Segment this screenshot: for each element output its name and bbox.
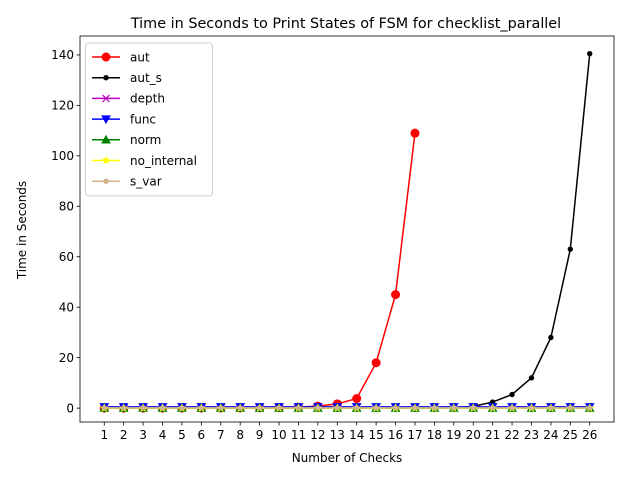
legend-marker [101,155,111,165]
data-point-aut_s-24 [548,334,554,341]
y-tick-label: 80 [59,200,74,214]
data-point-s_var-13 [334,405,340,411]
legend-marker [101,115,111,125]
data-point-s_var-12 [315,405,321,411]
y-axis-title: Time in Seconds [15,181,29,280]
x-tick-label: 21 [485,428,500,442]
x-tick-label: 26 [582,428,597,442]
x-tick-label: 5 [178,428,186,442]
x-tick-label: 8 [236,428,244,442]
data-point-s_var-21 [489,405,496,411]
x-tick-label: 24 [543,428,558,442]
x-axis-title: Number of Checks [292,451,403,465]
legend-entry-no_internal: no_internal [92,154,197,168]
x-tick-label: 4 [159,428,167,442]
data-point-aut_s-26 [587,50,593,57]
data-point-s_var-3 [140,405,146,411]
data-point-s_var-10 [276,405,282,411]
x-tick-label: 6 [198,428,206,442]
legend-marker [101,134,111,144]
x-tick-label: 17 [407,428,422,442]
plot-frame [79,35,615,423]
data-point-aut-16 [391,290,401,300]
x-tick-label: 22 [504,428,519,442]
data-point-s_var-5 [179,405,185,411]
x-tick-label: 7 [217,428,225,442]
legend-entry-s_var: s_var [92,175,162,189]
x-tick-label: 25 [563,428,578,442]
x-tick-label: 9 [256,428,264,442]
data-point-aut-15 [371,358,381,368]
y-tick-label: 20 [59,351,74,365]
chart-title: Time in Seconds to Print States of FSM f… [130,16,561,32]
legend-label: aut_s [130,71,162,85]
data-point-s_var-7 [218,405,224,411]
data-point-s_var-22 [509,405,515,411]
x-tick-label: 3 [139,428,147,442]
x-tick-label: 12 [310,428,325,442]
data-point-s_var-15 [373,405,379,411]
legend-label: no_internal [130,154,197,168]
legend-label: s_var [130,175,162,189]
x-tick-label: 16 [388,428,403,442]
data-point-s_var-17 [412,405,418,411]
x-tick-label: 13 [330,428,345,442]
legend-entry-aut_s: aut_s [92,71,162,85]
legend-label: depth [130,92,165,106]
legend-marker [102,94,110,103]
data-point-aut_s-22 [509,391,515,398]
legend-box [85,42,213,197]
data-point-aut_s-23 [528,375,535,381]
x-tick-label: 15 [368,428,383,442]
data-point-aut-14 [352,394,362,404]
data-point-s_var-16 [392,405,399,411]
data-point-s_var-24 [548,405,554,411]
legend-label: func [130,112,156,126]
data-point-s_var-25 [567,405,574,411]
data-point-s_var-6 [198,405,205,411]
legend-entry-norm: norm [92,133,161,147]
data-point-s_var-2 [120,405,127,411]
data-point-s_var-23 [528,405,535,411]
legend-label: norm [130,133,161,147]
x-tick-label: 14 [349,428,364,442]
y-tick-label: 140 [51,48,74,62]
data-point-s_var-8 [237,405,243,411]
y-tick-label: 100 [51,149,74,163]
legend-marker [101,52,111,62]
data-point-s_var-11 [295,405,302,411]
x-tick-label: 23 [524,428,539,442]
x-tick-label: 10 [271,428,286,442]
data-point-s_var-9 [256,405,263,411]
legend-marker [103,178,109,184]
y-tick-label: 0 [66,401,74,415]
data-point-s_var-26 [587,405,593,411]
data-point-aut_s-25 [567,246,574,252]
data-point-s_var-19 [451,405,457,411]
x-tick-label: 11 [291,428,306,442]
x-tick-label: 1 [100,428,108,442]
legend-entry-depth: depth [92,92,165,106]
data-point-s_var-1 [101,405,107,411]
y-tick-label: 40 [59,301,74,315]
data-point-s_var-18 [431,405,438,411]
x-tick-label: 20 [466,428,481,442]
x-tick-label: 2 [120,428,128,442]
legend-entry-aut: aut [92,50,150,64]
legend-marker [103,75,109,81]
data-point-s_var-4 [159,405,166,411]
legend-label: aut [130,50,150,64]
y-tick-label: 120 [51,99,74,113]
data-point-s_var-14 [354,405,360,411]
data-point-s_var-20 [470,405,476,411]
data-point-aut-17 [410,128,420,138]
y-tick-label: 60 [59,250,74,264]
legend-entry-func: func [92,112,156,126]
x-tick-label: 19 [446,428,461,442]
x-tick-label: 18 [427,428,442,442]
